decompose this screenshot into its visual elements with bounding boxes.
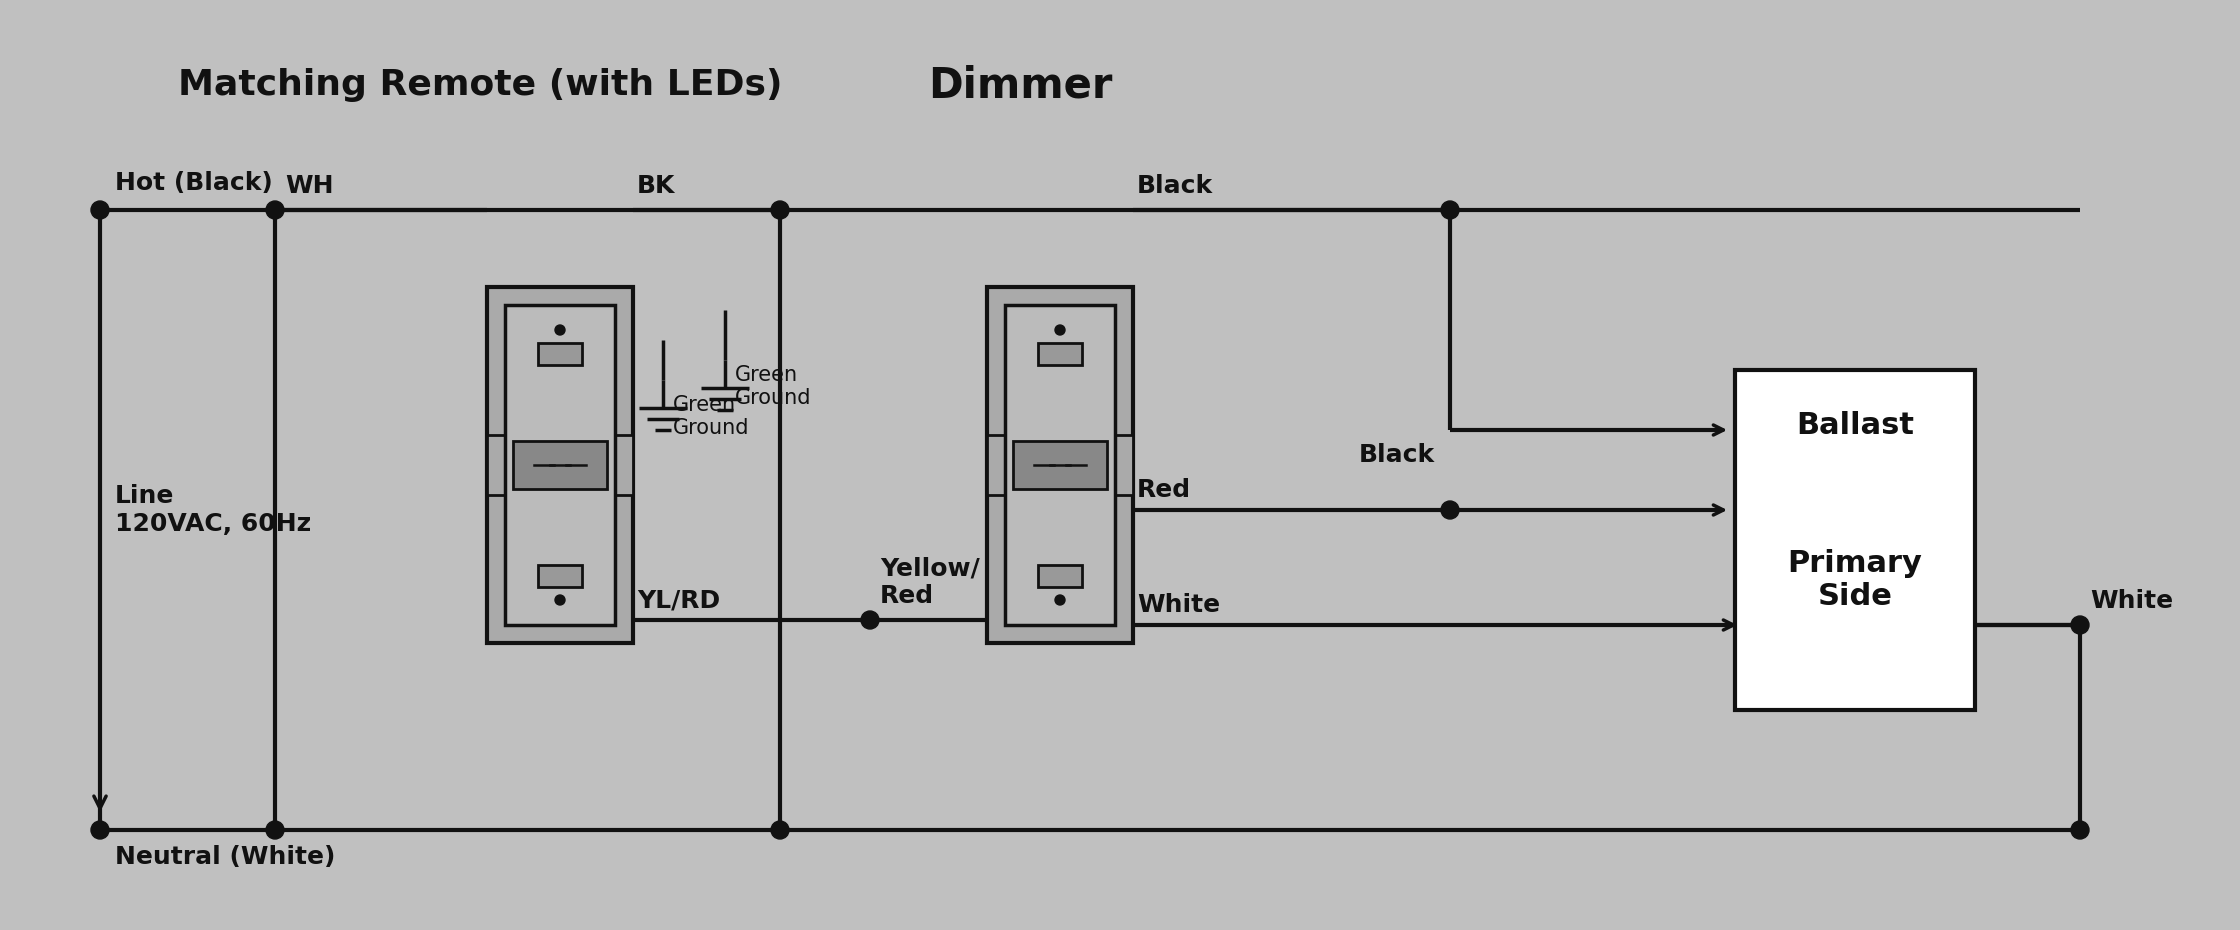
Bar (538, 565, 582, 587)
Circle shape (1055, 325, 1064, 335)
Text: Red: Red (1138, 478, 1192, 502)
Text: White: White (1138, 593, 1221, 617)
Circle shape (267, 201, 284, 219)
Bar (538, 343, 582, 365)
Text: Hot (Black): Hot (Black) (114, 171, 273, 195)
Text: Matching Remote (with LEDs): Matching Remote (with LEDs) (177, 68, 782, 102)
Bar (1006, 305, 1116, 625)
Circle shape (1055, 595, 1064, 605)
Circle shape (2072, 821, 2090, 839)
Circle shape (267, 821, 284, 839)
Bar (988, 435, 1006, 495)
Bar (988, 287, 1133, 643)
Circle shape (1440, 201, 1458, 219)
Bar (1736, 370, 1976, 710)
Text: Neutral (White): Neutral (White) (114, 845, 336, 869)
Text: Green
Ground: Green Ground (672, 395, 750, 438)
Text: Line
120VAC, 60Hz: Line 120VAC, 60Hz (114, 485, 311, 536)
Text: BK: BK (636, 174, 676, 198)
Text: YL/RD: YL/RD (636, 588, 719, 612)
Circle shape (771, 821, 788, 839)
Text: Ballast: Ballast (1796, 410, 1913, 440)
Circle shape (92, 821, 110, 839)
Text: Black: Black (1360, 443, 1436, 467)
Bar (504, 305, 616, 625)
Text: Yellow/
Red: Yellow/ Red (880, 556, 979, 608)
Text: Primary
Side: Primary Side (1788, 549, 1922, 611)
Circle shape (2072, 616, 2090, 634)
Circle shape (1440, 501, 1458, 519)
Text: Green
Ground: Green Ground (735, 365, 811, 408)
Bar (486, 287, 634, 643)
Bar (513, 441, 607, 489)
Circle shape (556, 325, 564, 335)
Text: WH: WH (284, 174, 334, 198)
Bar (616, 435, 634, 495)
Text: Dimmer: Dimmer (927, 64, 1113, 106)
Text: White: White (2090, 589, 2173, 613)
Bar (1116, 435, 1133, 495)
Bar (1012, 441, 1107, 489)
Circle shape (771, 201, 788, 219)
Bar (486, 435, 504, 495)
Bar (1037, 565, 1082, 587)
Circle shape (92, 201, 110, 219)
Circle shape (860, 611, 878, 629)
Bar (1037, 343, 1082, 365)
Text: Black: Black (1138, 174, 1214, 198)
Circle shape (556, 595, 564, 605)
